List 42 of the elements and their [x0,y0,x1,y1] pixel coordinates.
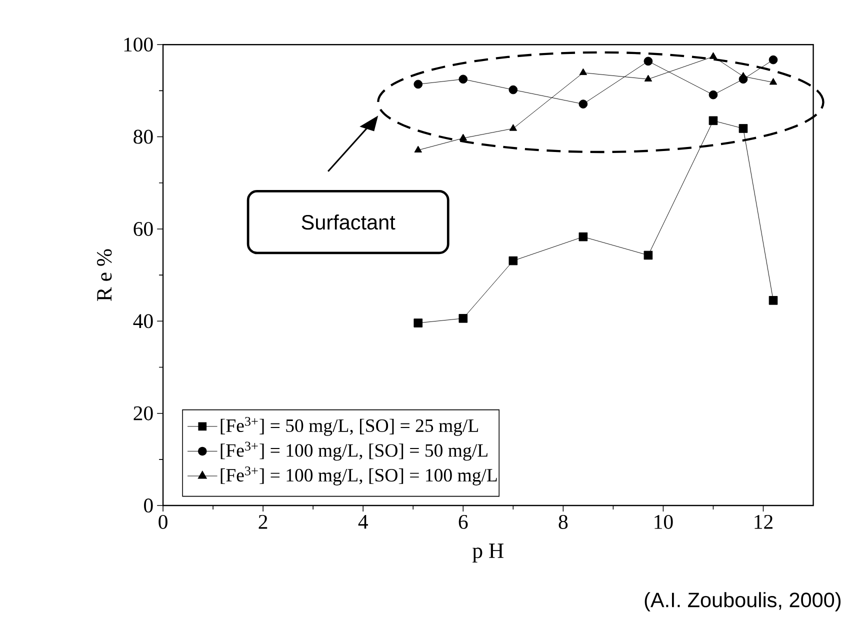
point [508,256,518,266]
point [508,86,518,94]
point [644,74,652,82]
x-tick-label: 8 [558,515,568,530]
point [509,124,518,132]
point [768,56,778,64]
y-axis-title: R e % [97,249,112,302]
text: (A.I. Zouboulis, 2000) [644,592,841,612]
x-tick-label: 2 [258,515,268,529]
point [414,146,422,153]
y-tick-label: 80 [134,130,153,144]
point [708,90,718,100]
x-tick-label: 0 [158,515,168,530]
point [769,78,778,85]
y-tick-label: 60 [134,222,153,236]
point [709,52,718,60]
point [459,134,467,141]
legend-label: [Fe$^{3+}$] = 100 mg/L, [SO] = 100 mg/L [220,466,497,486]
point [458,314,468,324]
y-tick-label: 40 [133,314,153,328]
point [458,74,468,84]
legend-label: [Fe$^{3+}$] = 50 mg/L, [SO] = 25 mg/L [220,417,478,436]
point [644,57,653,66]
x-tick-label: 6 [458,515,468,530]
x-tick-label: 10 [654,515,673,530]
point [768,296,778,306]
point [708,116,718,126]
point [414,318,423,328]
point [414,80,423,89]
point [578,100,588,109]
point [579,68,588,76]
x-tick-label: 12 [754,515,772,529]
x-axis-title: p H [472,544,504,563]
x-tick-label: 4 [358,515,368,529]
point [578,232,588,242]
annotation: Surfactant [302,214,396,230]
point [738,124,748,134]
y-tick-label: 0 [144,498,153,513]
legend-label: [Fe$^{3+}$] = 100 mg/L, [SO] = 50 mg/L [220,442,488,461]
y-tick-label: 20 [134,406,153,421]
point [644,251,653,260]
y-tick-label: 100 [124,38,153,52]
